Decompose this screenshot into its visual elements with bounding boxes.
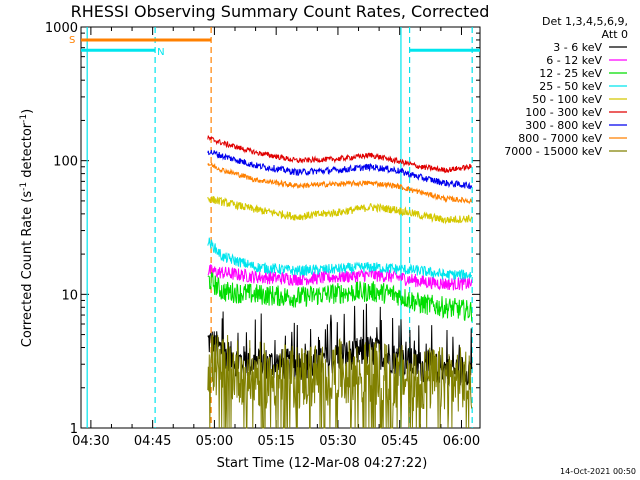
x-tick-label: 04:45 (134, 434, 171, 449)
series-line (207, 272, 473, 322)
x-tick-label: 05:00 (196, 434, 233, 449)
series-line (207, 334, 473, 429)
legend-label: 800 - 7000 keV (518, 132, 602, 145)
x-tick-label: 05:30 (319, 434, 356, 449)
y-axis-label-suffix: ) (20, 109, 35, 114)
timestamp: 14-Oct-2021 00:50 (560, 467, 636, 476)
y-tick-label: 10 (61, 288, 78, 303)
series-line (207, 162, 473, 205)
series-line (207, 149, 473, 190)
y-tick-label: 100 (53, 155, 78, 170)
legend-label: 6 - 12 keV (546, 54, 602, 67)
y-tick-label: 1000 (45, 21, 78, 36)
flag-bar-label: N (157, 47, 164, 58)
y-axis-label-prefix: Corrected Count Rate (s (20, 191, 35, 348)
series-line (207, 135, 472, 174)
legend-label: 300 - 800 keV (525, 119, 602, 132)
legend-label: 12 - 25 keV (539, 67, 602, 80)
legend-label: 100 - 300 keV (525, 106, 602, 119)
legend-label: 25 - 50 keV (539, 80, 602, 93)
y-axis-label-sup: -1 (19, 182, 29, 191)
plot-area: 1 10 100 1000 04:30 04:45 05:00 05:15 05:30 05:45… (45, 21, 481, 449)
series-line (207, 196, 473, 225)
flag-bar-label: S (69, 35, 75, 46)
x-axis-label: Start Time (12-Mar-08 04:27:22) (217, 456, 428, 471)
legend-label: 50 - 100 keV (532, 93, 602, 106)
legend-label: 7000 - 15000 keV (504, 145, 602, 158)
y-axis-label-sup2: -1 (19, 114, 29, 123)
legend-header-line1: Det 1,3,4,5,6,9, (542, 15, 628, 28)
x-tick-label: 05:15 (257, 434, 294, 449)
legend-label: 3 - 6 keV (553, 41, 602, 54)
x-tick-label: 06:00 (443, 434, 480, 449)
x-tick-label: 05:45 (381, 434, 418, 449)
x-tick-label: 04:30 (72, 434, 109, 449)
y-axis-label-mid: detector (20, 122, 35, 182)
legend-header-line2: Att 0 (602, 28, 628, 41)
series-line (207, 237, 473, 281)
y-tick-label: 1 (70, 422, 78, 437)
y-axis-label: Corrected Count Rate (s-1 detector-1) (19, 109, 35, 347)
chart-title: RHESSI Observing Summary Count Rates, Co… (71, 2, 490, 21)
